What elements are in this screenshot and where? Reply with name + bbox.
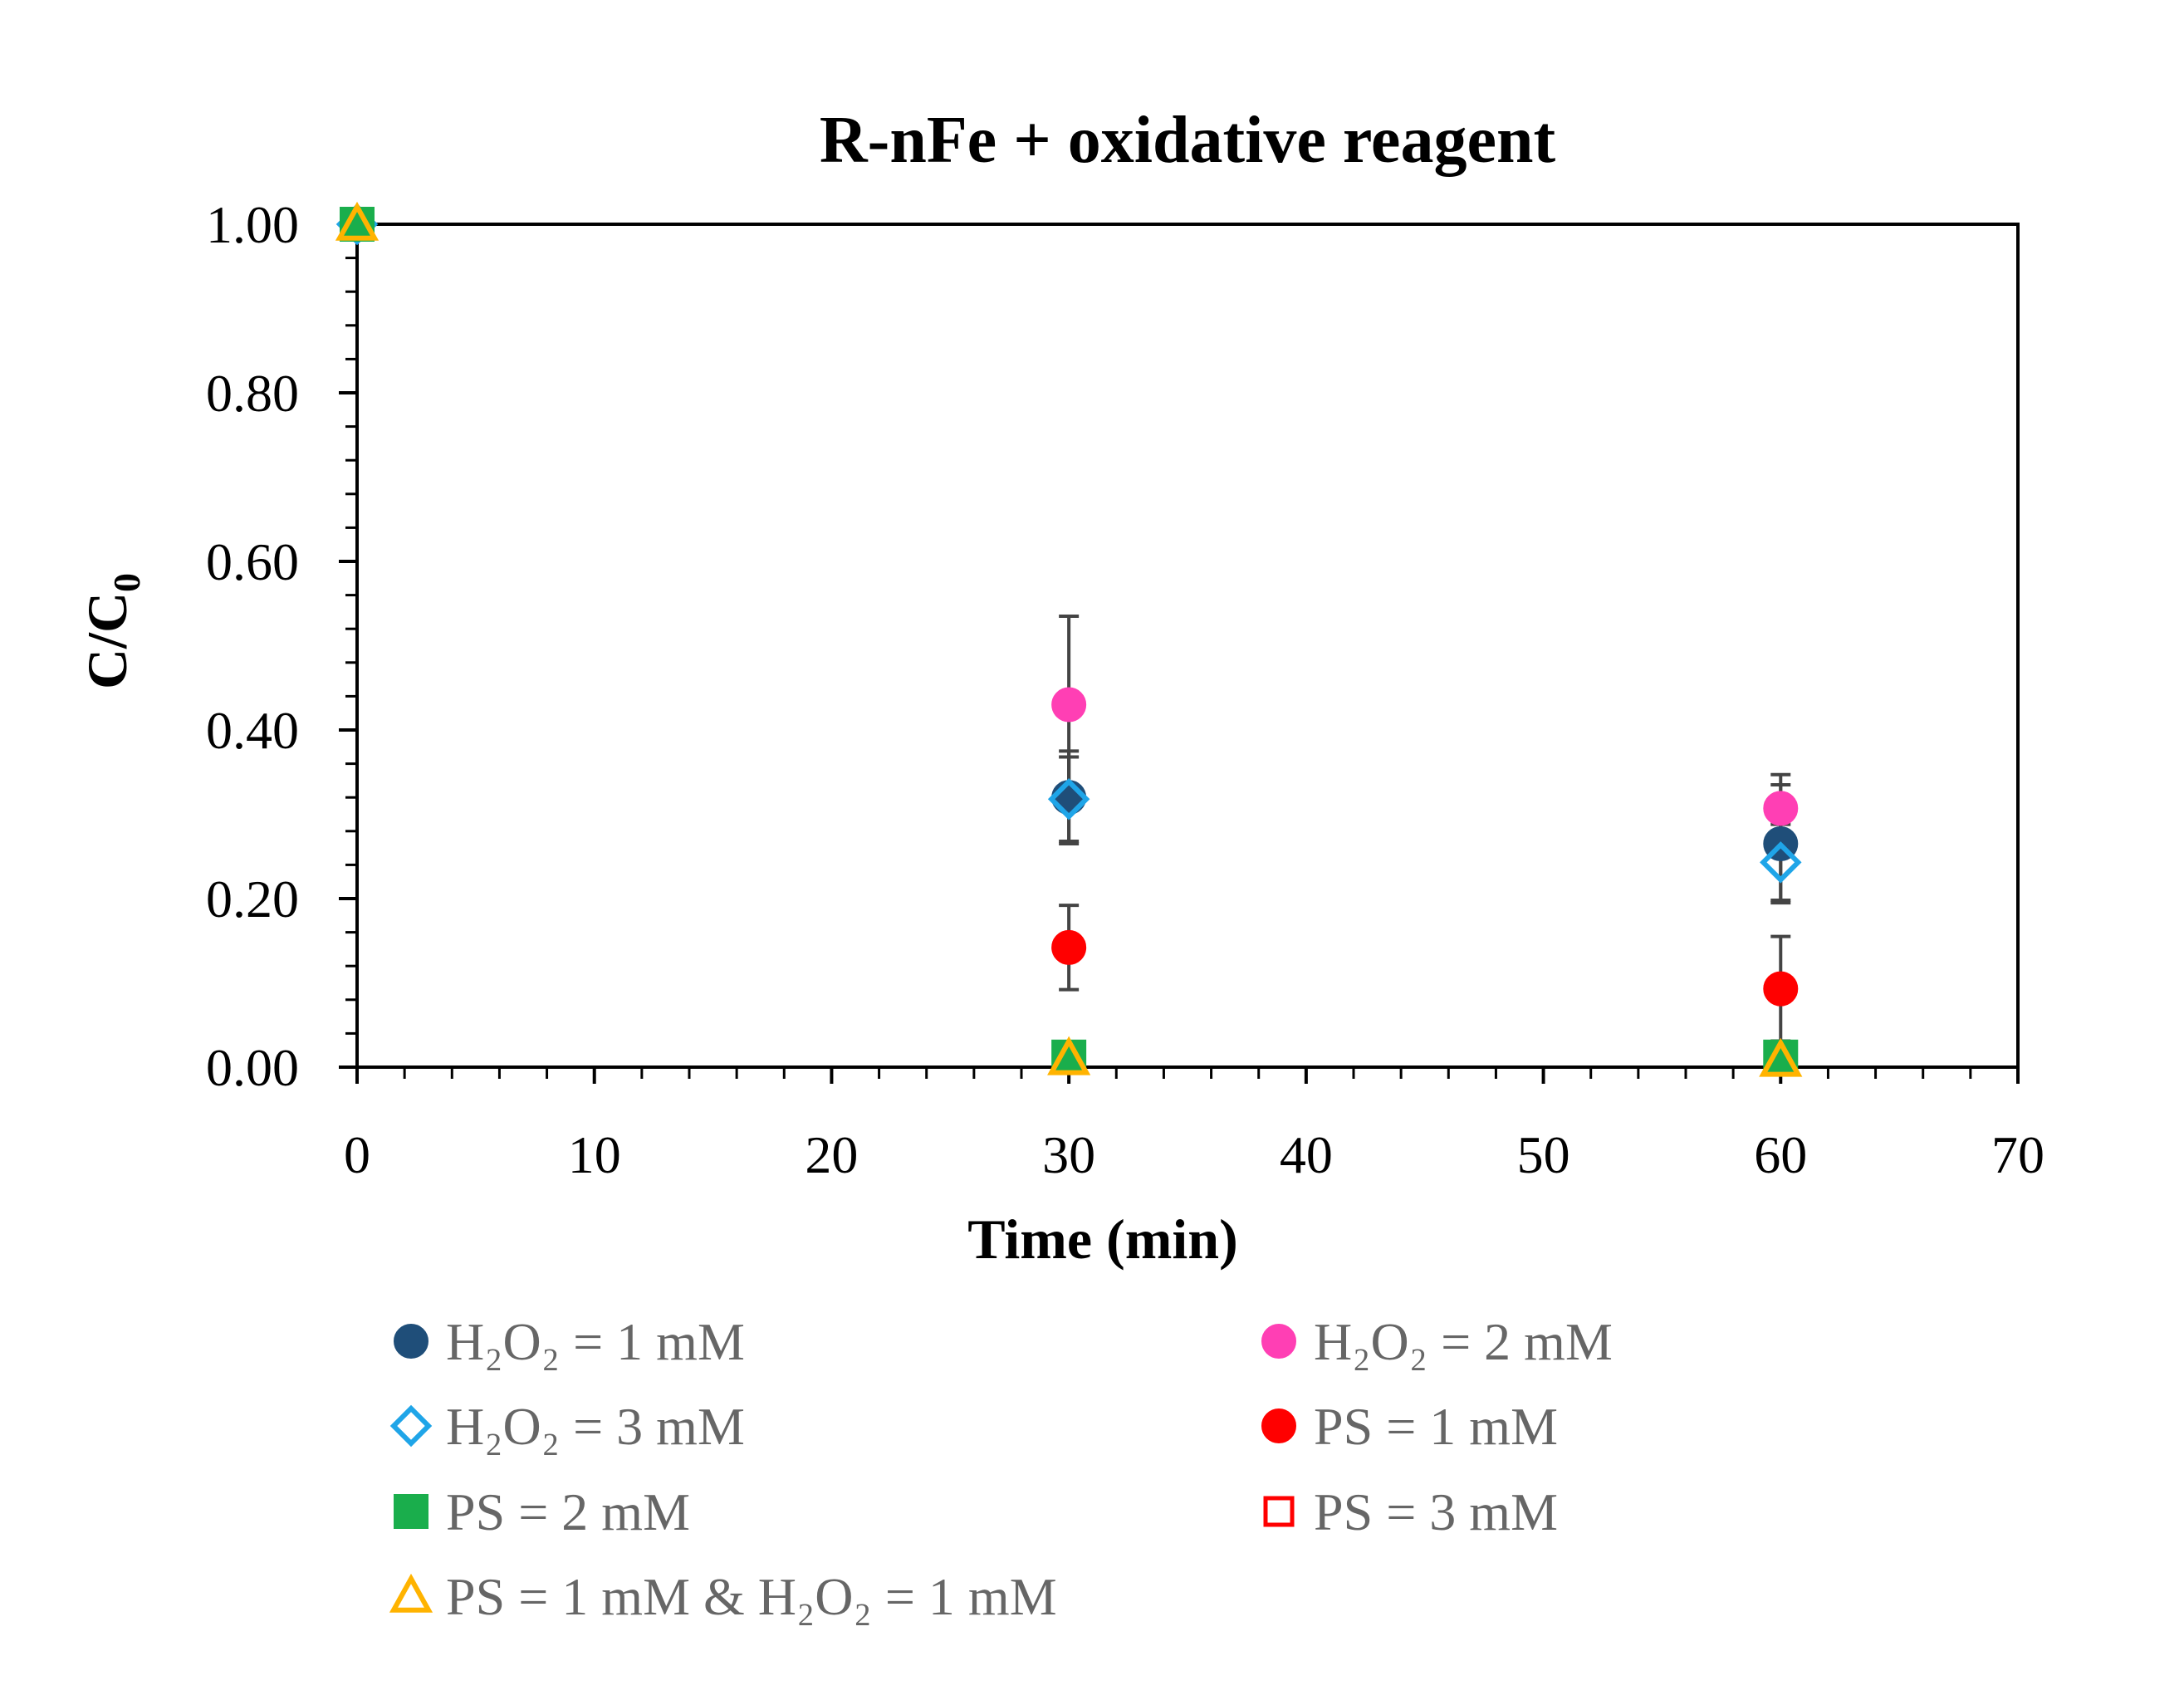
legend-label: PS = 1 mM (1314, 1397, 1558, 1456)
legend-item: PS = 1 mM & H₂O₂ = 1 mM (389, 1567, 1057, 1626)
x-tick-label: 70 (1991, 1125, 2044, 1184)
chart-title: R-nFe + oxidative reagent (820, 104, 1556, 177)
y-tick-label: 0.80 (206, 364, 299, 423)
legend-marker (1263, 1496, 1295, 1527)
data-markers (335, 201, 1803, 1077)
y-axis-label: C/C0 (76, 573, 148, 689)
legend-marker (1261, 1324, 1296, 1359)
legend-item: PS = 2 mM (394, 1482, 690, 1541)
plot-area (355, 223, 2020, 1069)
y-axis: 0.00 0.20 0.40 0.60 0.80 1.00 (206, 195, 357, 1097)
data-point-ps1-h2o2-1 (1047, 1036, 1091, 1075)
legend-label: H₂O₂ = 2 mM (1314, 1312, 1613, 1371)
legend-marker (389, 1404, 433, 1448)
y-tick-label: 0.00 (206, 1038, 299, 1097)
x-tick-label: 10 (568, 1125, 621, 1184)
plot-border (355, 223, 2020, 1069)
data-point-h2o2-1 (1051, 780, 1087, 816)
legend-label: H₂O₂ = 3 mM (446, 1397, 745, 1456)
legend-marker (394, 1494, 428, 1529)
x-tick-label: 50 (1517, 1125, 1570, 1184)
legend-item: PS = 1 mM (1261, 1397, 1558, 1456)
legend-marker (389, 1573, 433, 1613)
data-point-h2o2-2 (1051, 687, 1087, 723)
legend-item: H₂O₂ = 1 mM (394, 1312, 745, 1371)
legend-label: PS = 3 mM (1314, 1482, 1558, 1541)
y-tick-label: 0.40 (206, 701, 299, 760)
x-axis-label: Time (min) (967, 1208, 1238, 1271)
error-bars (1059, 614, 1791, 1043)
x-tick-label: 20 (805, 1125, 858, 1184)
y-tick-label: 0.60 (206, 532, 299, 591)
y-axis-label-main: C/C (76, 592, 139, 689)
legend-item: H₂O₂ = 3 mM (389, 1397, 745, 1456)
y-tick-label: 1.00 (206, 195, 299, 254)
x-tick-label: 60 (1754, 1125, 1807, 1184)
data-point-ps1-h2o2-1 (335, 201, 380, 241)
data-point-h2o2-3 (1047, 777, 1090, 821)
legend: H₂O₂ = 1 mM H₂O₂ = 2 mM H₂O₂ = 3 mM PS = 1 … (389, 1312, 1613, 1626)
x-tick-label: 40 (1280, 1125, 1333, 1184)
y-axis-label-subscript: 0 (105, 573, 148, 592)
data-point-ps-1 (1763, 971, 1799, 1007)
x-axis: 0 10 20 30 40 50 60 70 (344, 1067, 2044, 1184)
legend-label: H₂O₂ = 1 mM (446, 1312, 745, 1371)
legend-marker (1261, 1408, 1296, 1443)
data-point-h2o2-3 (1760, 841, 1802, 884)
data-point-ps-1 (1051, 929, 1087, 965)
legend-item: PS = 3 mM (1263, 1482, 1558, 1541)
x-tick-label: 0 (344, 1125, 370, 1184)
data-point-h2o2-2 (1763, 791, 1799, 826)
legend-label: PS = 2 mM (446, 1482, 690, 1541)
data-point-ps1-h2o2-1 (1759, 1037, 1803, 1077)
legend-label: PS = 1 mM & H₂O₂ = 1 mM (446, 1567, 1057, 1626)
x-tick-label: 30 (1042, 1125, 1095, 1184)
legend-item: H₂O₂ = 2 mM (1261, 1312, 1613, 1371)
legend-marker (394, 1324, 428, 1359)
y-tick-label: 0.20 (206, 870, 299, 928)
